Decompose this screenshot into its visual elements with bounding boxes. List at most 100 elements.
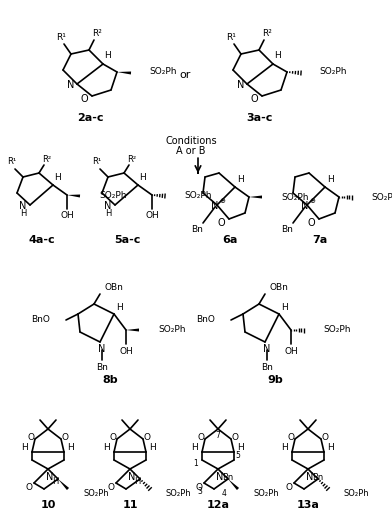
Text: H: H <box>281 443 289 453</box>
Text: R²: R² <box>127 154 136 163</box>
Text: 12a: 12a <box>207 500 229 510</box>
Text: ⊕: ⊕ <box>219 198 225 204</box>
Text: H: H <box>140 173 146 181</box>
Text: 4: 4 <box>221 489 227 497</box>
Text: SO₂Ph: SO₂Ph <box>319 67 347 77</box>
Text: 1: 1 <box>194 458 198 468</box>
Text: O: O <box>217 218 225 228</box>
Text: O: O <box>307 218 315 228</box>
Text: Bn: Bn <box>261 363 273 371</box>
Text: 2a-c: 2a-c <box>77 113 103 123</box>
Text: OH: OH <box>60 212 74 220</box>
Polygon shape <box>228 479 239 490</box>
Text: O: O <box>107 484 114 492</box>
Text: H: H <box>275 52 281 60</box>
Text: BnO: BnO <box>31 316 50 324</box>
Text: O: O <box>250 94 258 104</box>
Text: H: H <box>281 303 289 313</box>
Text: N: N <box>301 201 309 211</box>
Text: H: H <box>134 476 140 486</box>
Text: SO₂Ph: SO₂Ph <box>99 191 127 199</box>
Text: Bn: Bn <box>222 473 234 483</box>
Text: O: O <box>196 484 203 492</box>
Text: OH: OH <box>119 347 133 355</box>
Text: H: H <box>150 443 156 453</box>
Text: O: O <box>27 434 34 442</box>
Text: R¹: R¹ <box>93 158 102 166</box>
Text: 6a: 6a <box>222 235 238 245</box>
Text: H: H <box>238 443 244 453</box>
Text: 11: 11 <box>122 500 138 510</box>
Text: N: N <box>211 201 219 211</box>
Text: H: H <box>328 176 334 184</box>
Text: N: N <box>306 472 314 482</box>
Text: OH: OH <box>145 212 159 220</box>
Text: SO₂Ph: SO₂Ph <box>184 191 212 199</box>
Text: O: O <box>321 434 328 442</box>
Text: 5a-c: 5a-c <box>114 235 140 245</box>
Polygon shape <box>58 479 69 490</box>
Text: Bn: Bn <box>191 226 203 234</box>
Text: SO₂Ph: SO₂Ph <box>323 325 350 335</box>
Text: O: O <box>287 434 294 442</box>
Text: H: H <box>192 443 198 453</box>
Text: 13a: 13a <box>297 500 319 510</box>
Text: H: H <box>54 173 62 181</box>
Text: N: N <box>128 472 136 482</box>
Text: N: N <box>46 472 54 482</box>
Text: 4a-c: 4a-c <box>29 235 55 245</box>
Text: N: N <box>98 344 106 354</box>
Text: SO₂Ph: SO₂Ph <box>371 193 392 201</box>
Text: H: H <box>52 476 58 486</box>
Text: O: O <box>109 434 116 442</box>
Text: 10: 10 <box>40 500 56 510</box>
Text: SO₂Ph: SO₂Ph <box>84 489 110 497</box>
Text: OBn: OBn <box>105 283 123 291</box>
Text: 7: 7 <box>216 432 220 440</box>
Text: H: H <box>20 209 26 217</box>
Text: or: or <box>179 70 191 80</box>
Polygon shape <box>249 196 262 198</box>
Text: R¹: R¹ <box>226 32 236 42</box>
Text: N: N <box>237 80 245 90</box>
Text: H: H <box>328 443 334 453</box>
Text: SO₂Ph: SO₂Ph <box>149 67 176 77</box>
Text: N: N <box>19 201 27 211</box>
Text: ⊕: ⊕ <box>309 198 315 204</box>
Text: Bn: Bn <box>281 226 293 234</box>
Text: SO₂Ph: SO₂Ph <box>166 489 192 497</box>
Text: 7a: 7a <box>312 235 328 245</box>
Text: O: O <box>143 434 151 442</box>
Text: H: H <box>68 443 74 453</box>
Text: N: N <box>67 80 75 90</box>
Text: R²: R² <box>92 28 102 38</box>
Text: R¹: R¹ <box>56 32 66 42</box>
Text: O: O <box>25 484 33 492</box>
Text: R²: R² <box>262 28 272 38</box>
Text: N: N <box>216 472 224 482</box>
Text: O: O <box>232 434 238 442</box>
Text: O: O <box>285 484 292 492</box>
Text: 5: 5 <box>236 451 240 459</box>
Text: H: H <box>22 443 28 453</box>
Text: SO₂Ph: SO₂Ph <box>254 489 279 497</box>
Text: 3a-c: 3a-c <box>247 113 273 123</box>
Text: BnO: BnO <box>196 316 215 324</box>
Text: SO₂Ph: SO₂Ph <box>281 193 309 201</box>
Text: A or B: A or B <box>176 146 206 156</box>
Text: O: O <box>62 434 69 442</box>
Text: H: H <box>105 52 111 60</box>
Text: SO₂Ph: SO₂Ph <box>158 325 185 335</box>
Text: 3: 3 <box>198 487 202 495</box>
Text: 9b: 9b <box>267 375 283 385</box>
Text: SO₂Ph: SO₂Ph <box>344 489 370 497</box>
Text: O: O <box>80 94 88 104</box>
Text: O: O <box>198 434 205 442</box>
Text: OH: OH <box>284 347 298 355</box>
Polygon shape <box>117 72 131 75</box>
Text: N: N <box>263 344 271 354</box>
Text: Bn: Bn <box>96 363 108 371</box>
Text: H: H <box>103 443 111 453</box>
Polygon shape <box>126 329 139 332</box>
Polygon shape <box>67 195 80 197</box>
